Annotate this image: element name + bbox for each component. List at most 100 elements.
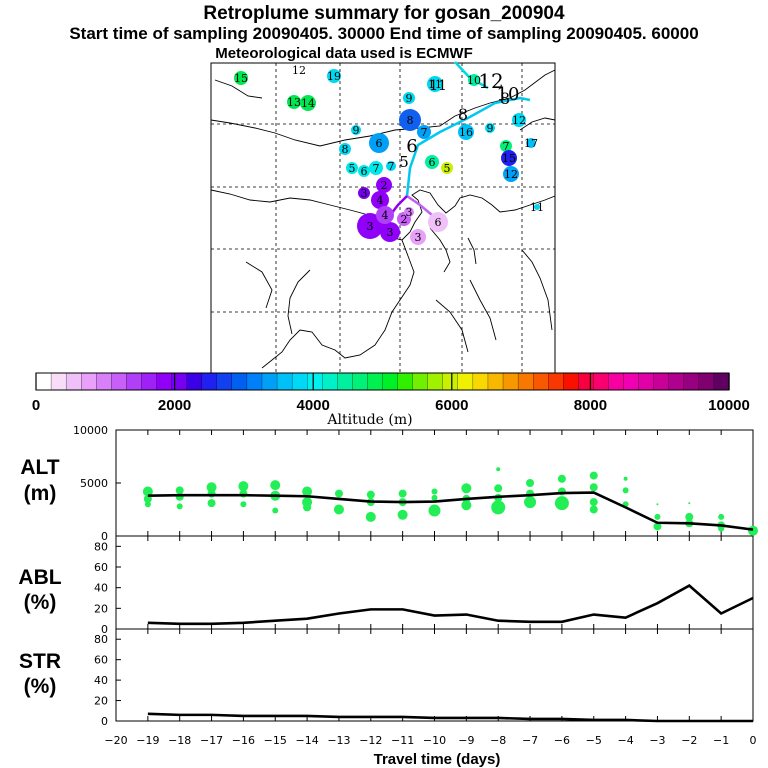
x-tick-label: −18 <box>168 734 191 747</box>
alt-panel-unit: (m) <box>24 482 57 505</box>
altitude-scatter-point <box>554 496 569 511</box>
map-plume-marker <box>410 229 426 245</box>
map-coastlines <box>210 69 556 369</box>
colorbar-cell <box>487 372 504 391</box>
x-tick-label: −14 <box>295 734 318 747</box>
map-graticule <box>211 63 555 373</box>
map-marker-label: 5 <box>349 162 356 175</box>
x-tick-label: −13 <box>327 734 350 747</box>
x-tick-label: −3 <box>649 734 665 747</box>
map-plume-marker <box>380 222 400 242</box>
map-plume-marker <box>425 155 439 169</box>
str-y-tick-label: 0 <box>101 715 108 728</box>
map-marker-label: 2 <box>401 213 408 226</box>
alt-series-line <box>147 491 754 531</box>
altitude-scatter-point <box>526 479 535 487</box>
map-plume-marker <box>339 143 351 155</box>
map-marker-label: 5 <box>444 162 451 175</box>
map-marker-label: 11 <box>428 78 442 91</box>
altitude-scatter-point <box>207 499 216 508</box>
colorbar-cell <box>35 372 52 391</box>
x-tick-label: −17 <box>200 734 223 747</box>
x-tick-label: −7 <box>522 734 538 747</box>
colorbar-cell <box>156 372 173 391</box>
map-plume-marker <box>485 123 495 133</box>
altitude-scatter-point <box>494 484 503 493</box>
colorbar-cell <box>593 372 610 391</box>
abl-panel-label: ABL <box>18 566 61 589</box>
colorbar-cell <box>291 372 308 391</box>
x-tick-label: −6 <box>554 734 570 747</box>
colorbar-tick-label: 0 <box>32 397 40 414</box>
colorbar-cell <box>412 372 429 391</box>
altitude-scatter-point <box>303 503 312 512</box>
altitude-scatter-point <box>398 489 407 498</box>
altitude-scatter-point <box>653 522 662 531</box>
map-marker-label: 11 <box>530 201 544 214</box>
map-plume-marker <box>399 109 421 131</box>
colorbar-cell <box>698 372 715 391</box>
altitude-scatter-point <box>685 512 694 521</box>
map-day-label: 5 <box>399 153 409 171</box>
map-marker-label: 8 <box>342 143 349 156</box>
map-plume-marker <box>369 161 383 175</box>
map-plume-marker <box>234 71 248 85</box>
map-marker-label: 9 <box>406 92 413 105</box>
altitude-scatter-point <box>461 500 472 511</box>
map-plume-marker <box>346 162 358 174</box>
x-tick-label: −20 <box>104 734 127 747</box>
colorbar-cell <box>397 372 414 391</box>
x-tick-label: −2 <box>681 734 697 747</box>
x-tick-label: −9 <box>458 734 474 747</box>
altitude-colorbar: 0 2000 4000 6000 8000 10000 Altitude (m) <box>32 372 750 428</box>
colorbar-label: Altitude (m) <box>326 412 412 428</box>
map-day-label: 6 <box>406 136 417 157</box>
map-marker-label: 9 <box>353 124 360 137</box>
alt-panel-label: ALT <box>20 456 59 479</box>
colorbar-cell <box>246 372 263 391</box>
colorbar-cell <box>216 372 233 391</box>
map-plume-marker <box>501 150 517 166</box>
map-marker-label: 4 <box>377 194 384 207</box>
altitude-scatter-point <box>461 483 472 494</box>
altitude-scatter-point <box>718 513 725 520</box>
map-plume-marker <box>427 76 443 92</box>
abl-panel-unit: (%) <box>24 591 57 614</box>
colorbar-cell <box>382 372 399 391</box>
str-series-line <box>147 712 753 723</box>
x-tick-label: −11 <box>391 734 414 747</box>
abl-plot <box>115 536 754 629</box>
colorbar-cell <box>548 372 564 391</box>
map-plume-marker <box>358 165 370 177</box>
map-marker-label: 15 <box>502 152 516 165</box>
colorbar-cell <box>638 372 655 391</box>
map-marker-label: 6 <box>429 156 436 169</box>
colorbar-cell <box>96 372 112 391</box>
colorbar-cell <box>472 372 489 391</box>
map-marker-label: 7 <box>503 140 510 153</box>
colorbar-cell <box>367 372 384 391</box>
colorbar-cell <box>352 372 369 391</box>
str-y-tick-label: 60 <box>94 654 108 667</box>
map-marker-label: 15 <box>234 72 248 85</box>
colorbar-cell <box>668 372 685 391</box>
str-plot <box>115 629 754 723</box>
map-plume-marker <box>403 92 415 104</box>
map-marker-label: 7 <box>373 162 380 175</box>
map-plume-marker <box>458 124 474 140</box>
x-tick-label: 0 <box>750 734 757 747</box>
altitude-scatter-point <box>397 509 408 520</box>
colorbar-cell <box>517 372 534 391</box>
altitude-scatter-point <box>238 481 249 492</box>
colorbar-cell <box>111 372 128 391</box>
altitude-scatter-point <box>270 480 281 491</box>
map-marker-label: 8 <box>407 114 414 127</box>
altitude-scatter-point <box>431 494 438 501</box>
altitude-scatter-point <box>748 525 758 536</box>
colorbar-cell <box>337 372 354 391</box>
colorbar-cell <box>322 372 338 391</box>
abl-y-tick-label: 80 <box>94 540 108 553</box>
map-marker-label: 12 <box>512 114 526 127</box>
